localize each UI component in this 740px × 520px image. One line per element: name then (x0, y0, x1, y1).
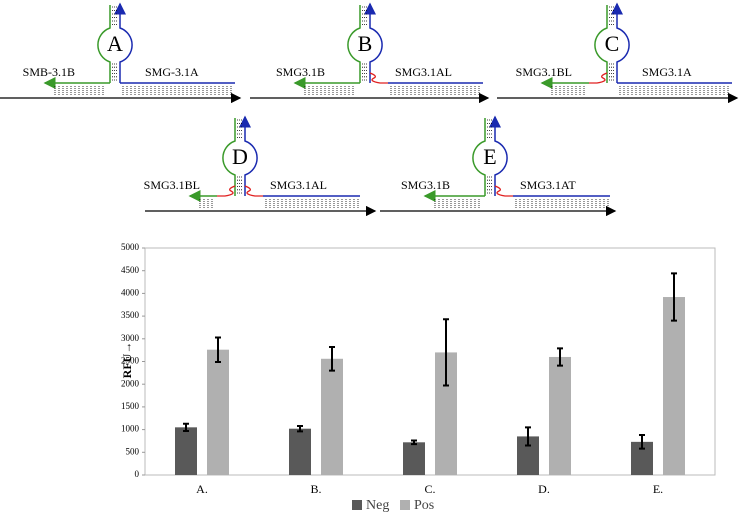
error-bar (639, 434, 645, 450)
y-tick-label: 4500 (121, 265, 140, 275)
linker (369, 72, 388, 84)
right-probe-label: SMG3.1AL (395, 65, 452, 79)
y-tick-label: 500 (126, 446, 140, 456)
probe-letter: A (107, 31, 123, 56)
bar (175, 427, 197, 475)
left-probe-label: SMG3.1BL (516, 65, 572, 79)
green-strand (97, 5, 111, 83)
linker (217, 185, 236, 197)
y-axis-label: RFU→ (120, 342, 134, 379)
legend-label: Neg (366, 498, 389, 513)
y-tick-label: 2000 (121, 378, 140, 388)
linker (494, 185, 513, 197)
error-bar (297, 424, 303, 433)
error-bar (329, 345, 335, 372)
y-tick-label: 5000 (121, 242, 140, 252)
bar (403, 442, 425, 475)
blue-strand (611, 2, 630, 83)
error-bar (525, 426, 531, 447)
error-bar (557, 347, 563, 367)
y-tick-label: 1500 (121, 401, 140, 411)
x-tick-label: C. (424, 482, 435, 496)
error-bar (215, 336, 221, 363)
x-tick-label: D. (538, 482, 550, 496)
error-bar (183, 422, 189, 432)
probe-letter: B (358, 31, 373, 56)
green-strand (222, 118, 236, 196)
linker (244, 185, 263, 197)
legend-label: Pos (414, 498, 434, 513)
blue-strand (489, 115, 508, 196)
y-tick-label: 0 (135, 469, 140, 479)
left-probe-label: SMB-3.1B (23, 65, 75, 79)
left-probe-label: SMG3.1BL (144, 178, 200, 192)
right-probe-label: SMG3.1AT (520, 178, 576, 192)
y-tick-label: 3000 (121, 333, 140, 343)
green-strand (594, 5, 608, 83)
right-probe-label: SMG3.1A (642, 65, 692, 79)
left-probe-label: SMG3.1B (401, 178, 450, 192)
x-tick-label: E. (653, 482, 663, 496)
bar (207, 349, 229, 475)
legend-swatch (400, 500, 410, 510)
error-bar (411, 439, 417, 446)
bar (631, 441, 653, 475)
error-bar (443, 318, 449, 387)
x-tick-label: B. (310, 482, 321, 496)
blue-strand (364, 2, 383, 83)
linker (589, 72, 608, 84)
y-tick-label: 2500 (121, 356, 140, 366)
bar (549, 356, 571, 475)
error-bar (671, 272, 677, 322)
green-strand (472, 118, 486, 196)
probe-letter: E (483, 144, 496, 169)
legend-swatch (352, 500, 362, 510)
y-tick-label: 3500 (121, 310, 140, 320)
bar (663, 297, 685, 475)
blue-strand (239, 115, 258, 196)
right-probe-label: SMG3.1AL (270, 178, 327, 192)
bar (435, 352, 457, 475)
left-probe-label: SMG3.1B (276, 65, 325, 79)
right-probe-label: SMG-3.1A (145, 65, 199, 79)
bar (517, 436, 539, 475)
y-tick-label: 1000 (121, 424, 140, 434)
y-tick-label: 4000 (121, 287, 140, 297)
x-tick-label: A. (196, 482, 208, 496)
blue-strand (114, 2, 133, 83)
probe-letter: C (605, 31, 620, 56)
bar (321, 358, 343, 475)
bar (289, 428, 311, 475)
plot-frame (144, 247, 716, 476)
probe-letter: D (232, 144, 248, 169)
green-strand (347, 5, 361, 83)
